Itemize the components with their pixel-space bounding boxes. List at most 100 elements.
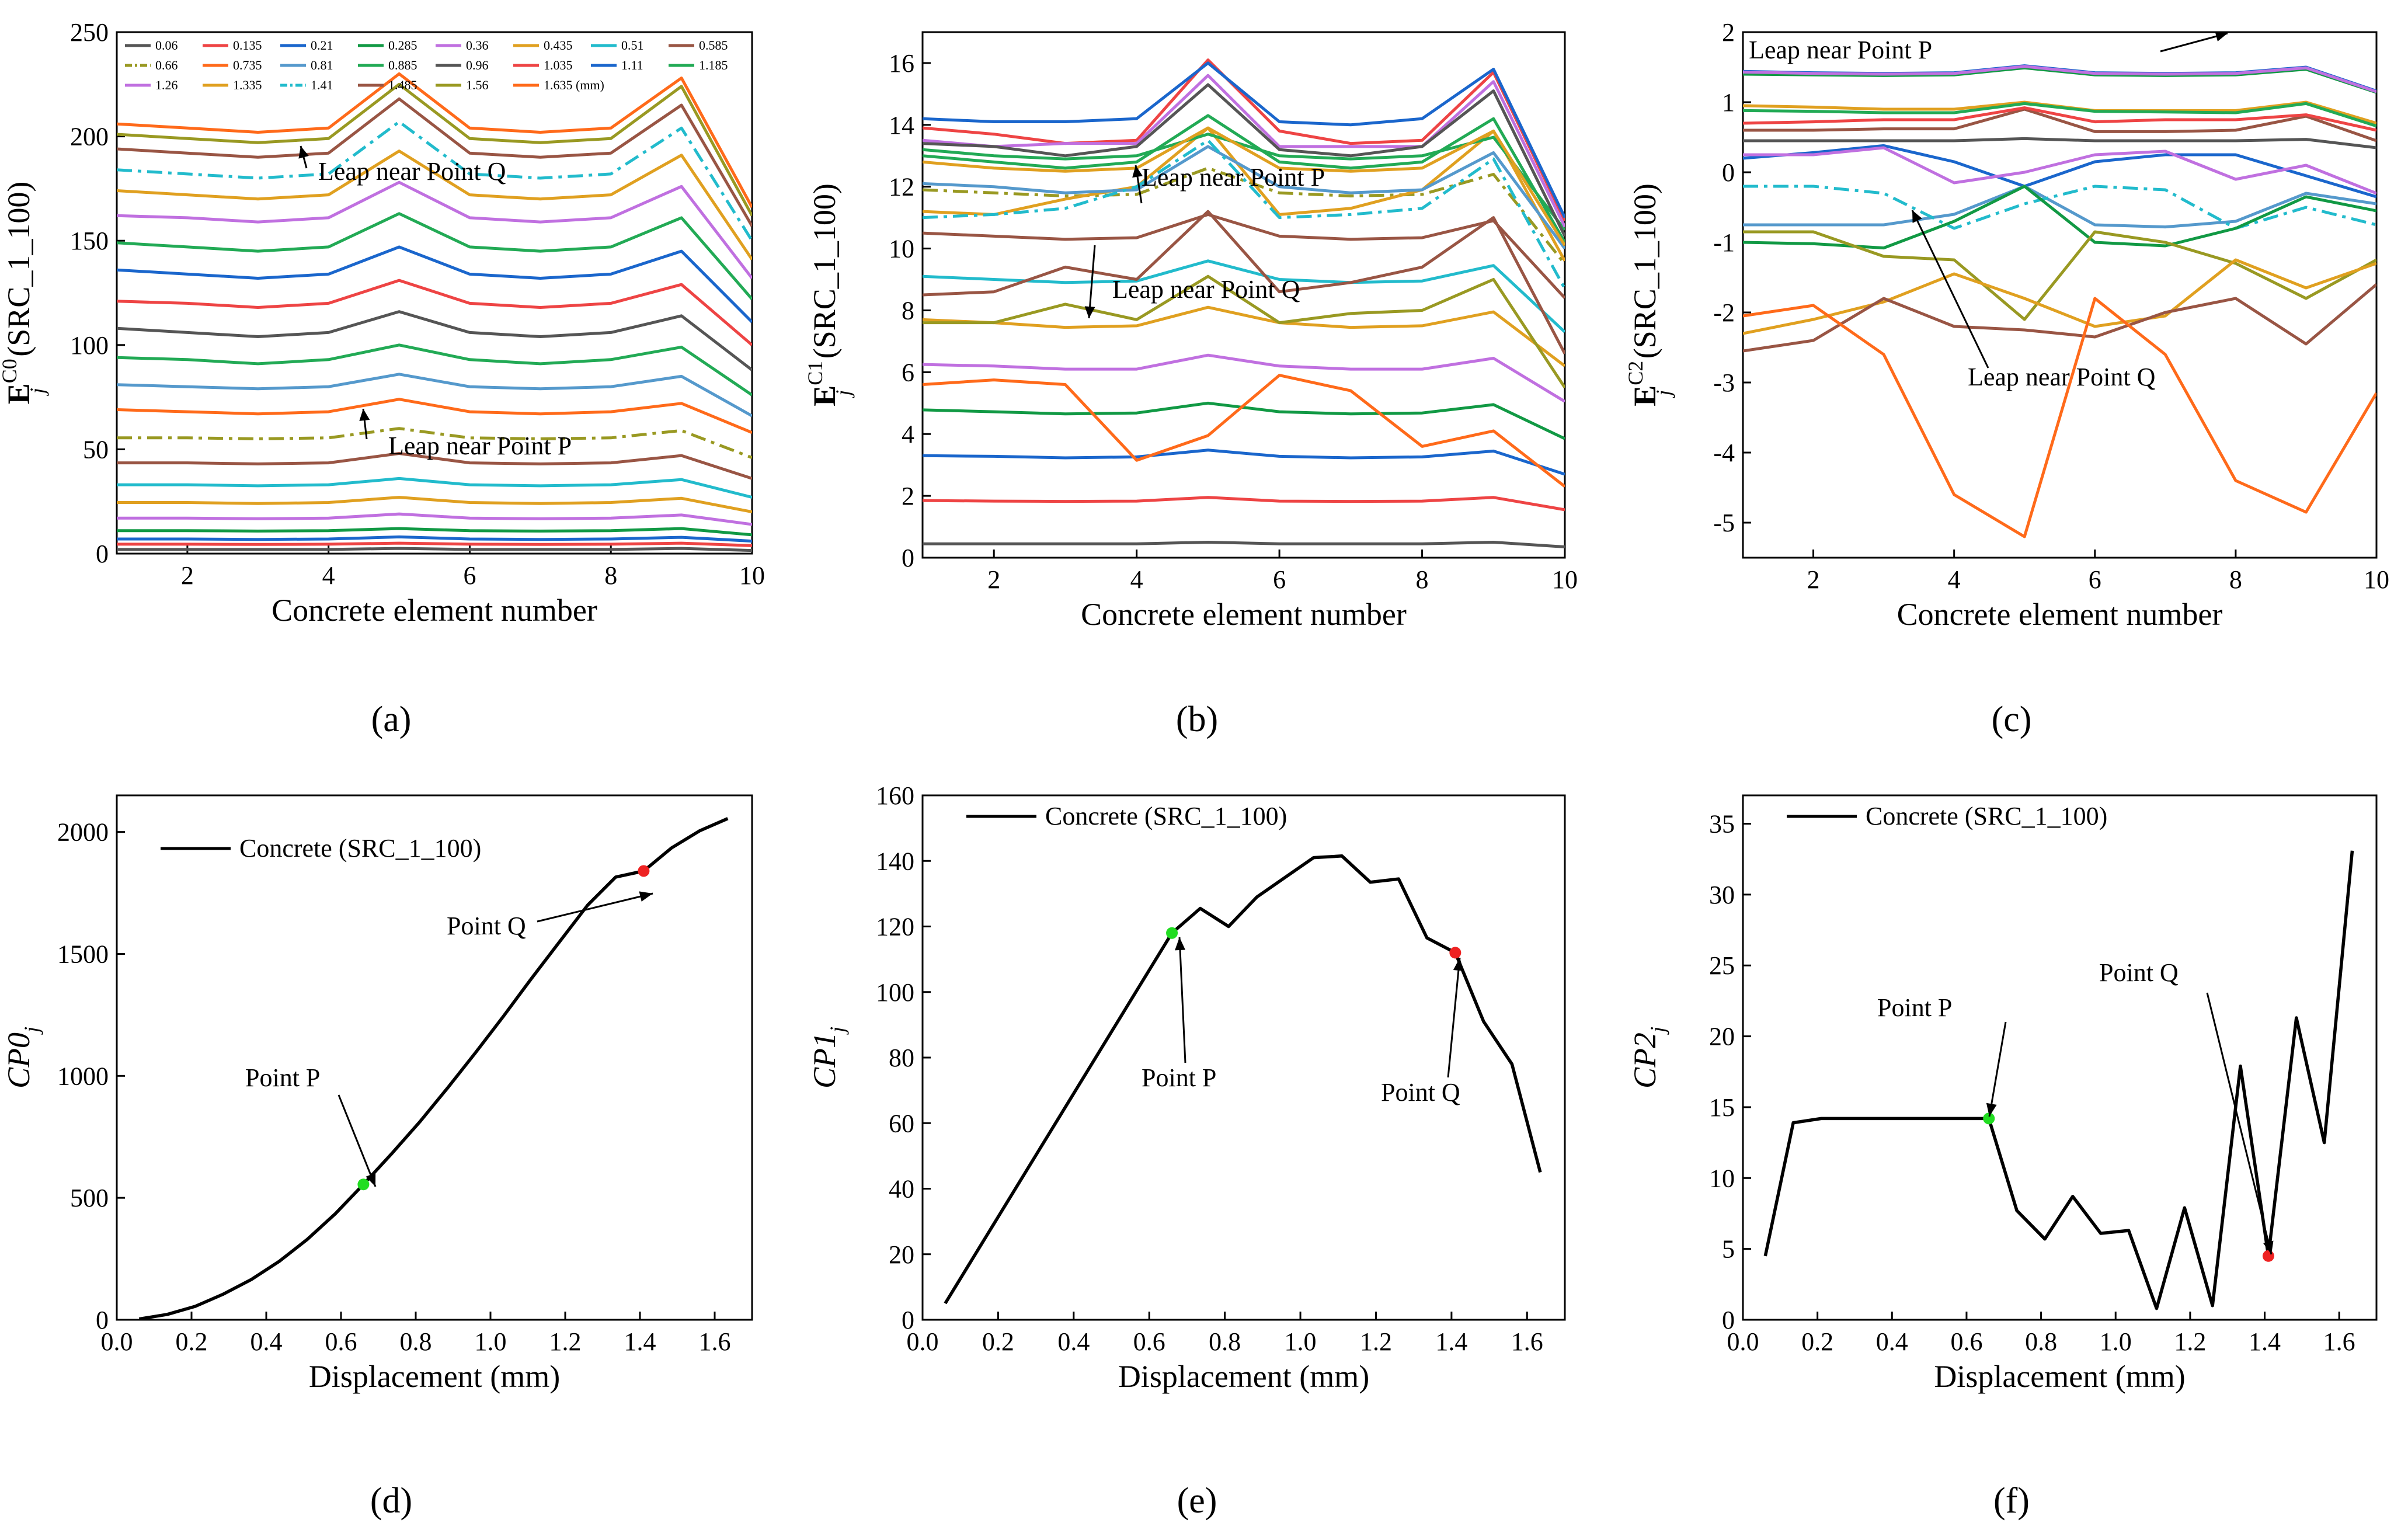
series-line-0.96 bbox=[117, 310, 752, 371]
series-line-0.435 bbox=[117, 496, 752, 514]
axis-frame bbox=[1742, 794, 2378, 1321]
series-line-0.285 bbox=[117, 527, 752, 537]
y-tick-label: 200 bbox=[70, 123, 109, 151]
series-line-1.485 bbox=[117, 97, 752, 227]
panel-label-d: (d) bbox=[370, 1481, 412, 1521]
y-tick-label: 0 bbox=[902, 1306, 914, 1334]
legend-entry: 0.735 bbox=[233, 58, 262, 72]
marker-point-p bbox=[1983, 1112, 1995, 1125]
legend-entry: 0.585 bbox=[699, 38, 728, 53]
annotation-point-p: Point P bbox=[1877, 993, 1952, 1022]
y-axis-label: CP0j bbox=[1, 1027, 43, 1089]
axis-frame bbox=[1742, 31, 2378, 559]
y-tick-label: 140 bbox=[876, 847, 914, 875]
series-line-1.41 bbox=[923, 138, 1565, 290]
legend-entry: 1.035 bbox=[544, 58, 573, 72]
legend: 0.06 0.135 0.21 0.285 0.36 0.435 0.51 0.585 0.66… bbox=[125, 38, 728, 92]
x-tick-label: 6 bbox=[463, 561, 476, 590]
legend-entry: 0.66 bbox=[155, 58, 178, 72]
x-tick-label: 1.0 bbox=[1285, 1327, 1317, 1356]
series-line-ConcreteSRC1100 bbox=[1763, 850, 2354, 1310]
series-line-1.485 bbox=[923, 210, 1565, 354]
series-line-0.21 bbox=[923, 448, 1565, 476]
y-tick-label: 0 bbox=[1722, 158, 1735, 187]
annotation-arrowhead bbox=[359, 409, 370, 421]
x-axis-label: Displacement (mm) bbox=[1934, 1359, 2185, 1394]
marker-point-q bbox=[638, 865, 650, 877]
legend-entry: 0.435 bbox=[544, 38, 573, 53]
chart-panel-e: 0.0 0.2 0.4 0.6 0.8 1.0 1.2 1.4 1.6 0 20 40 60 80 100 1… bbox=[807, 781, 1566, 1394]
x-tick-label: 1.4 bbox=[2249, 1327, 2281, 1356]
annotation-arrowhead bbox=[639, 891, 653, 902]
x-axis-label: Concrete element number bbox=[1897, 597, 2223, 632]
plot-area bbox=[1763, 850, 2354, 1310]
series-line-0.135 bbox=[923, 496, 1565, 512]
y-tick-label: 1000 bbox=[57, 1062, 109, 1090]
annotation-arrow bbox=[1911, 210, 1989, 368]
x-tick-label: 4 bbox=[322, 561, 335, 590]
legend-entry: 0.21 bbox=[311, 38, 333, 53]
annotation-arrow bbox=[537, 892, 653, 923]
x-tick-label: 8 bbox=[1416, 565, 1429, 594]
y-label-main: CP1 bbox=[807, 1032, 842, 1089]
y-tick-label: 2000 bbox=[57, 818, 109, 847]
annotation-arrowhead bbox=[298, 146, 309, 159]
legend-entry: 0.81 bbox=[311, 58, 333, 72]
legend-entry: 1.26 bbox=[155, 78, 178, 92]
x-tick-label: 1.6 bbox=[2323, 1327, 2355, 1356]
annotation-point-p: Point P bbox=[1142, 1063, 1216, 1092]
legend-entry: 0.285 bbox=[388, 38, 417, 53]
series-line-0.735 bbox=[1743, 144, 2376, 199]
series-line-1.11 bbox=[117, 245, 752, 324]
y-tick-label: 20 bbox=[1709, 1023, 1735, 1051]
x-tick-label: 1.6 bbox=[699, 1327, 731, 1356]
x-axis-label: Displacement (mm) bbox=[309, 1359, 560, 1394]
annotation-arrowhead bbox=[366, 1173, 376, 1187]
series-line-1.26 bbox=[923, 74, 1565, 228]
annotation-arrow bbox=[2206, 992, 2273, 1255]
x-tick-label: 0.2 bbox=[982, 1327, 1014, 1356]
y-tick-label: 100 bbox=[876, 978, 914, 1007]
x-tick-label: 0.6 bbox=[1950, 1327, 1982, 1356]
series-line-0.585 bbox=[117, 452, 752, 480]
y-tick-label: 0 bbox=[1722, 1306, 1735, 1334]
legend-entry: 0.06 bbox=[155, 38, 178, 53]
y-label-sub: j bbox=[1652, 390, 1675, 398]
y-tick-label: 12 bbox=[889, 173, 914, 201]
y-tick-label: 500 bbox=[70, 1184, 109, 1212]
series-line-1.335 bbox=[923, 126, 1565, 246]
y-tick-label: -1 bbox=[1713, 228, 1735, 257]
x-tick-label: 1.4 bbox=[624, 1327, 656, 1356]
x-tick-label: 6 bbox=[2089, 565, 2101, 594]
y-tick-label: 60 bbox=[889, 1109, 914, 1138]
legend-entry: 1.485 bbox=[388, 78, 417, 92]
x-tick-label: 1.6 bbox=[1511, 1327, 1543, 1356]
plot-area bbox=[1743, 64, 2376, 538]
series-line-0.885 bbox=[923, 114, 1565, 244]
y-tick-label: 35 bbox=[1709, 810, 1735, 839]
x-tick-label: 4 bbox=[1130, 565, 1143, 594]
y-label-sub: j bbox=[26, 388, 49, 396]
y-tick-label: -3 bbox=[1713, 368, 1735, 397]
y-label-sub: j bbox=[1646, 1027, 1669, 1035]
y-tick-label: 8 bbox=[902, 296, 914, 325]
legend-entry: 1.635 (mm) bbox=[544, 78, 604, 92]
legend-entry: 0.51 bbox=[621, 38, 644, 53]
panel-label-e: (e) bbox=[1177, 1481, 1217, 1521]
y-tick-label: 0 bbox=[902, 544, 914, 572]
annotation-arrowhead bbox=[1175, 937, 1186, 951]
legend-entry: 0.135 bbox=[233, 38, 262, 53]
legend-entry: 1.335 bbox=[233, 78, 262, 92]
panel-label-c: (c) bbox=[1992, 700, 2032, 739]
x-tick-label: 2 bbox=[1807, 565, 1820, 594]
plot-area bbox=[117, 72, 752, 552]
x-tick-label: 0.4 bbox=[1057, 1327, 1090, 1356]
x-tick-label: 0.8 bbox=[2025, 1327, 2057, 1356]
y-tick-label: 25 bbox=[1709, 951, 1735, 980]
y-axis-label: CP1j bbox=[807, 1027, 849, 1089]
y-label-main: E bbox=[807, 385, 842, 406]
series-line-1.635mm bbox=[117, 72, 752, 208]
x-tick-label: 10 bbox=[2364, 565, 2389, 594]
y-label-rest: (SRC_1_100) bbox=[807, 183, 842, 367]
series-line-1.035 bbox=[1743, 185, 2376, 250]
